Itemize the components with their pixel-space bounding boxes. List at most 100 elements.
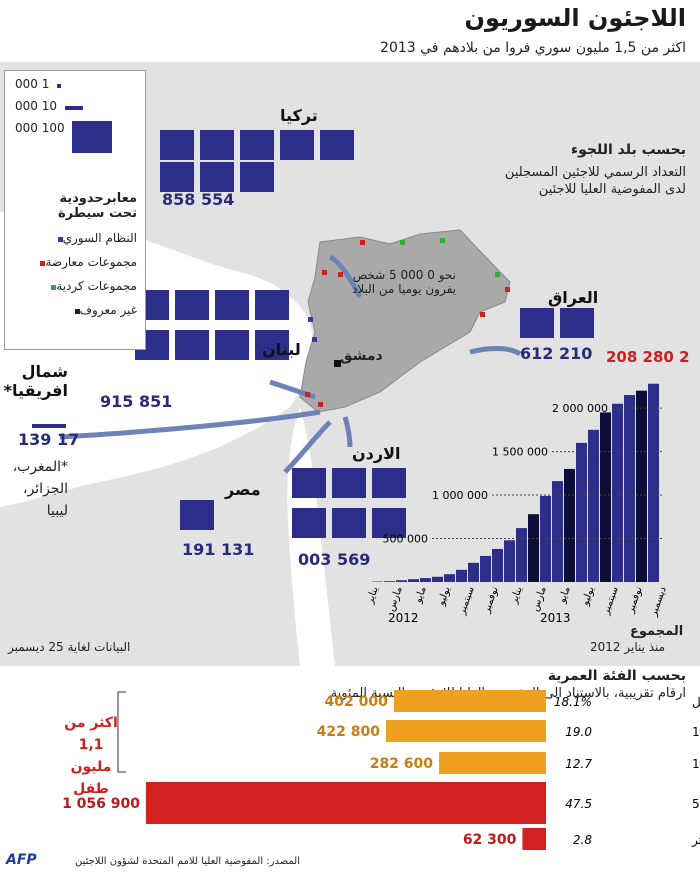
grid-jordan-block [332,508,366,538]
total-bar [636,390,647,582]
total-bar [648,383,659,582]
grid-turkey-block [160,130,194,160]
crossing-marker [308,317,313,322]
grid-lebanon-block [175,330,209,360]
age-category-label: 18 - 59 [692,797,700,811]
crossing-marker [360,240,365,245]
total-bar [624,395,635,582]
age-percent-label: 19.0 [565,725,592,739]
age-percent-label: 2.8 [573,833,592,847]
grid-lebanon-block [175,290,209,320]
grid-jordan-block [372,508,406,538]
map-panel: 500 000 1 000 000 1 500 000 2 000 000 يناير م… [0,62,700,666]
crossing-marker [480,312,485,317]
total-bar [444,574,455,582]
north-africa-note: *المغرب، الجزائر، ليبيا [12,459,68,519]
grid-lebanon-block [215,290,249,320]
age-bar [522,828,546,850]
legend-scale-1: 1 000 [15,77,62,91]
grid-turkey-block [160,162,194,192]
age-value-label: 62 300 [463,832,517,848]
crossing-marker [312,337,317,342]
arrow-iraq [469,346,522,357]
legend-crossings-title: معابرحدودية تحت سيطرة [57,191,137,221]
grid-turkey-block [280,130,314,160]
crossing-marker [440,238,445,243]
arrow-lebanon [269,379,316,400]
crossing-marker [305,392,310,397]
total-bar [420,578,431,582]
grid-turkey-block [320,130,354,160]
crossing-label: النظام السوري [62,231,137,245]
afp-logo: AFP [6,852,37,868]
arrow-egypt [283,420,332,474]
total-bar [588,429,599,582]
page-title: اللاجئون السوريون [464,4,686,32]
grid-turkey-block [200,162,234,192]
age-bar [385,720,546,742]
page-subtitle: اكثر من 1,5 مليون سوري فروا من بلادهم في… [380,40,686,56]
total-bar [492,548,503,582]
value-lebanon: 851 915 [100,392,173,411]
age-value-label: 422 800 [317,724,381,740]
age-value-label: 402 000 [325,694,389,710]
crossing-marker [318,402,323,407]
age-percent-label: 12.7 [565,757,592,771]
grid-lebanon-block [255,290,289,320]
grid-north-africa-block [32,424,66,428]
country-turkey: تركيا [280,106,318,125]
grid-jordan-block [332,468,366,498]
data-note: البيانات لغاية 25 ديسمبر [8,640,131,654]
total-tick-label: 2 000 000 [552,402,608,415]
legend-crossing-item: مجموعات كردية [47,279,137,293]
crossing-swatch-icon [57,237,63,242]
child-bracket [117,691,126,773]
legend-box: 1 000 10 000 100 000 معابرحدودية تحت سيط… [4,70,146,350]
age-section: بحسب الفئة العمرية ارقام تقريبية، بالاست… [0,666,700,874]
age-svg: 402 000 18.1% 4 او اقل 422 800 19.0 5 - 11 282… [62,690,700,850]
legend-crossing-item: النظام السوري [54,231,137,245]
country-lebanon: لبنان [262,340,301,359]
total-bar [612,403,623,582]
total-bar [504,540,515,582]
crossing-marker [322,270,327,275]
total-bar [564,468,575,582]
grid-egypt-block [180,500,214,530]
by-country-subtitle: التعداد الرسمي للاجئين المسجلين لدى المف… [504,165,686,197]
total-bar [528,514,539,582]
crossing-label: مجموعات كردية [56,279,137,293]
value-turkey: 554 858 [162,190,235,209]
age-value-label: 282 600 [370,756,434,772]
age-category-label: 4 او اقل [692,695,700,710]
crossing-swatch-icon [74,309,80,314]
source-note: المصدر: المفوضية العليا للامم المتحدة لش… [74,856,300,867]
grid-turkey-block [200,130,234,160]
total-bar [576,442,587,582]
block-scale-icon [72,121,113,153]
arrow-north-africa [59,409,321,440]
grid-iraq-block [520,308,554,338]
country-dot-grids [32,130,594,538]
bar-scale-icon [64,106,83,110]
country-jordan: الاردن [352,444,401,463]
crossing-marker [505,287,510,292]
grid-jordan-block [292,508,326,538]
by-country-title: بحسب بلد اللجوء [570,142,686,158]
age-percent-label: 18.1% [554,695,592,709]
legend-scale-3: 100 000 [15,121,113,153]
crossing-label: غير معروف [79,303,137,317]
grid-jordan-block [292,468,326,498]
total-bar [468,562,479,582]
crossing-marker [495,272,500,277]
total-bar [408,579,419,582]
total-year-label: 2013 [540,611,571,625]
arrow-jordan [342,416,353,448]
grid-lebanon-block [255,330,289,360]
grid-lebanon-block [215,330,249,360]
flow-note: نحو 0 000 5 شخص يفرون يوميا من البلاد [351,268,456,296]
total-bar [600,412,611,582]
total-bar [456,569,467,582]
age-title: بحسب الفئة العمرية [547,668,686,684]
total-year-label: 2012 [388,611,419,625]
